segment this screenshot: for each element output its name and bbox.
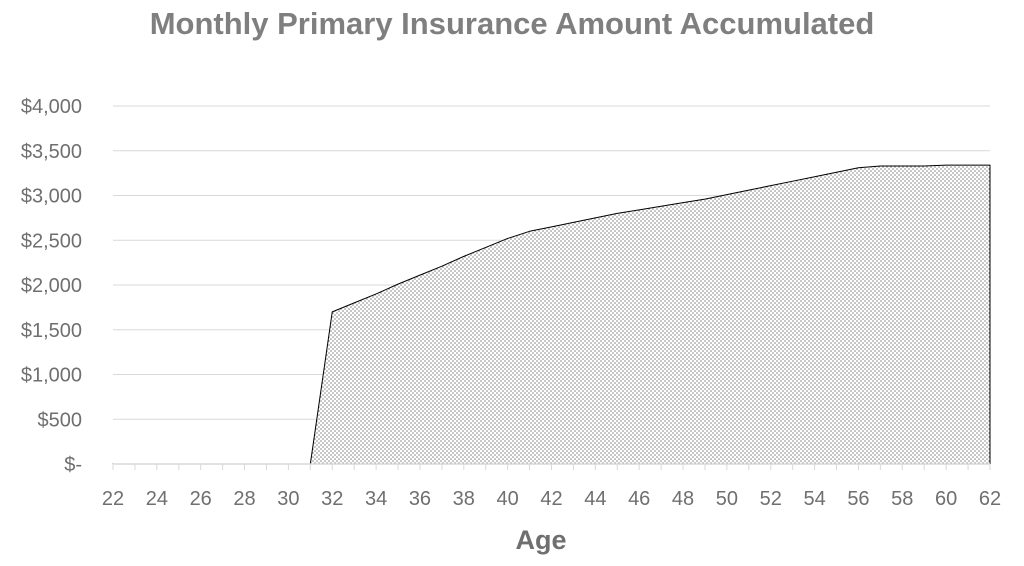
- x-tick-label: 58: [891, 488, 913, 510]
- x-tick-label: 60: [935, 488, 957, 510]
- x-tick-label: 62: [979, 488, 1001, 510]
- x-tick-label: 32: [321, 488, 343, 510]
- x-tick-label: 42: [540, 488, 562, 510]
- y-axis: $- $500 $1,000 $1,500 $2,000 $2,500 $3,000 $3,5…: [21, 96, 82, 476]
- y-tick-label: $2,500: [21, 230, 82, 252]
- x-tick-label: 48: [672, 488, 694, 510]
- y-tick-label: $4,000: [21, 96, 82, 118]
- x-tick-label: 30: [277, 488, 299, 510]
- y-tick-label: $1,000: [21, 365, 82, 387]
- x-tick-label: 28: [233, 488, 255, 510]
- x-tick-label: 24: [146, 488, 168, 510]
- x-tick-label: 34: [365, 488, 387, 510]
- x-tick-label: 40: [497, 488, 519, 510]
- y-tick-label: $3,000: [21, 186, 82, 208]
- x-tick-label: 38: [453, 488, 475, 510]
- x-tick-label: 22: [102, 488, 124, 510]
- x-tick-label: 44: [584, 488, 606, 510]
- x-tick-label: 52: [760, 488, 782, 510]
- x-tick-label: 50: [716, 488, 738, 510]
- x-axis: 22 24 26 28 30 32 34 36 38 40 42 44 46 48 50 52 54 56 58 60…: [102, 463, 1001, 510]
- chart-title: Monthly Primary Insurance Amount Accumul…: [149, 6, 875, 41]
- x-axis-title: Age: [515, 525, 566, 555]
- x-tick-label: 56: [847, 488, 869, 510]
- x-tick-label: 36: [409, 488, 431, 510]
- y-tick-label: $500: [38, 409, 83, 431]
- x-tick-label: 46: [628, 488, 650, 510]
- x-tick-label: 26: [190, 488, 212, 510]
- y-tick-label: $2,000: [21, 275, 82, 297]
- x-tick-label: 54: [803, 488, 825, 510]
- y-tick-label: $1,500: [21, 320, 82, 342]
- y-tick-label: $3,500: [21, 141, 82, 163]
- y-tick-label: $-: [64, 454, 82, 476]
